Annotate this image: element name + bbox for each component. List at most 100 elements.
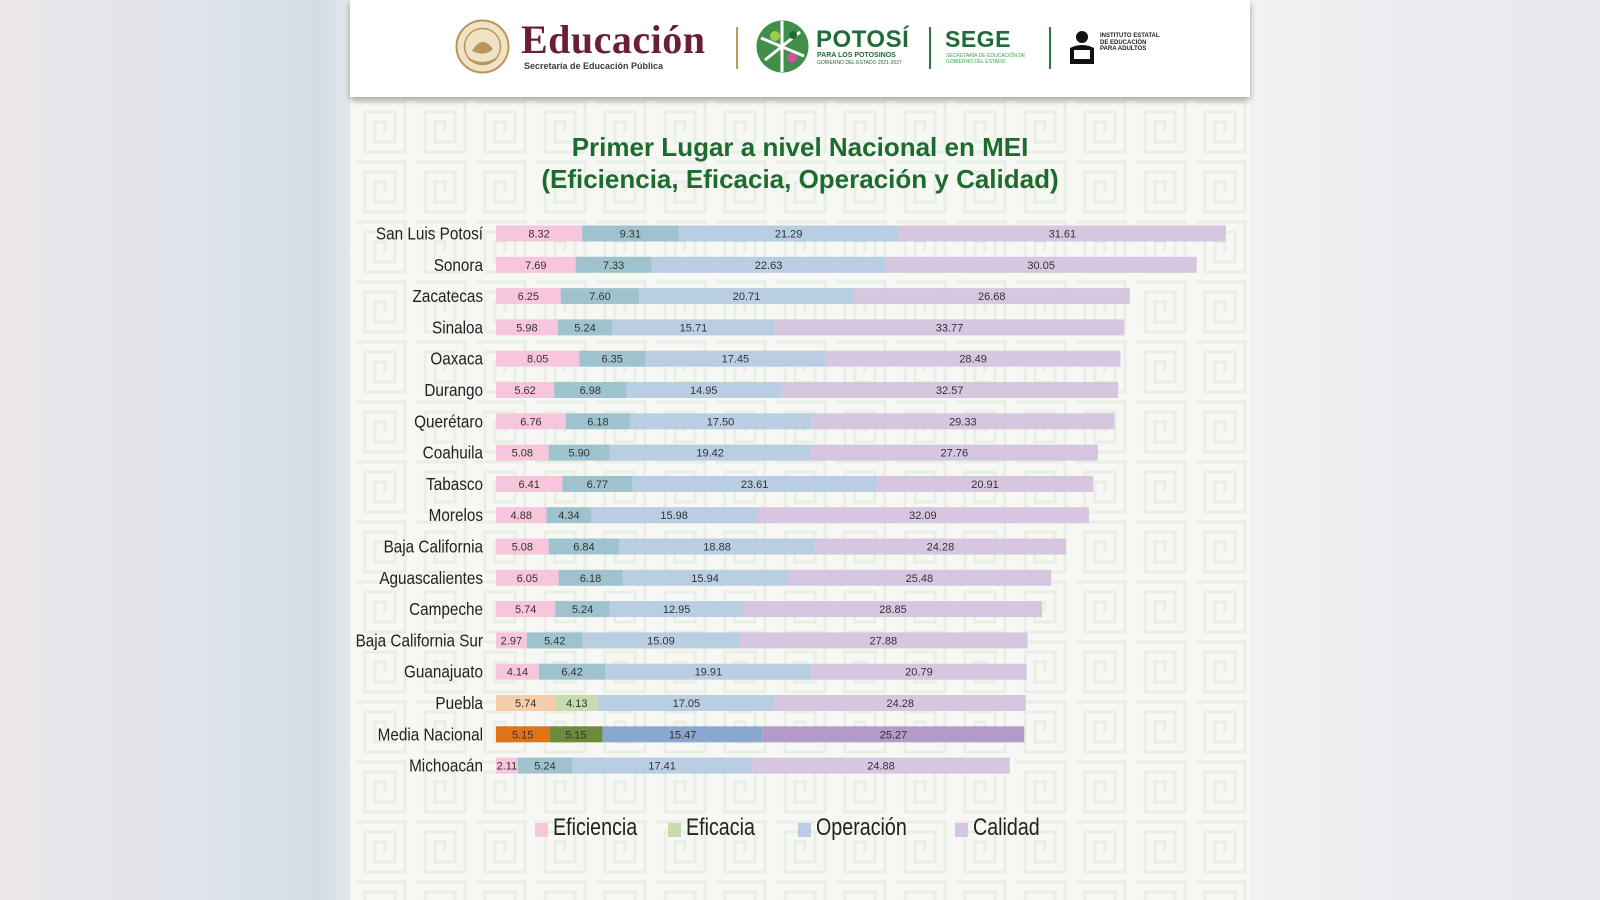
bar-media-nacional-calidad bbox=[762, 726, 1025, 743]
data-label-zacatecas-calidad: 26.68 bbox=[978, 291, 1006, 303]
data-label-queretaro-operacion: 17.50 bbox=[707, 416, 735, 428]
bar-puebla-eficiencia bbox=[496, 695, 556, 711]
bar-sinaloa-eficiencia bbox=[496, 319, 558, 336]
data-label-coahuila-calidad: 27.76 bbox=[941, 448, 969, 460]
ieea-reader-icon bbox=[1070, 31, 1094, 64]
bar-media-nacional-operacion bbox=[602, 726, 763, 743]
bar-campeche-eficiencia bbox=[496, 601, 556, 618]
potosi-subtitle-2: GOBIERNO DEL ESTADO 2021-2027 bbox=[817, 60, 902, 66]
bar-durango-eficiencia bbox=[496, 382, 555, 398]
data-label-coahuila-eficacia: 5.90 bbox=[568, 448, 589, 460]
category-label-aguascalientes: Aguascalientes bbox=[379, 568, 483, 588]
bar-sinaloa-operacion bbox=[612, 319, 775, 336]
category-label-michoacan: Michoacán bbox=[409, 755, 483, 775]
bar-queretaro-calidad bbox=[811, 413, 1115, 430]
legend-swatch bbox=[798, 823, 811, 837]
data-label-morelos-calidad: 32.09 bbox=[909, 510, 937, 522]
bar-baja-california-operacion bbox=[619, 538, 815, 555]
data-label-durango-operacion: 14.95 bbox=[690, 385, 718, 397]
data-label-aguascalientes-calidad: 25.48 bbox=[906, 573, 934, 585]
legend-swatch bbox=[535, 823, 548, 837]
data-label-aguascalientes-eficacia: 6.18 bbox=[580, 573, 601, 585]
legend-label: Eficacia bbox=[686, 814, 755, 841]
data-label-sinaloa-eficiencia: 5.98 bbox=[516, 322, 537, 334]
bar-morelos-eficacia bbox=[546, 507, 592, 524]
divider bbox=[929, 27, 931, 69]
data-label-guanajuato-operacion: 19.91 bbox=[695, 667, 723, 679]
data-label-baja-california-eficacia: 6.84 bbox=[573, 542, 594, 554]
bar-queretaro-eficiencia bbox=[496, 413, 566, 430]
bar-baja-california-sur-operacion bbox=[582, 632, 740, 649]
bar-durango-eficacia bbox=[554, 382, 627, 398]
data-label-sonora-eficacia: 7.33 bbox=[603, 260, 624, 272]
data-label-baja-california-eficiencia: 5.08 bbox=[512, 542, 533, 554]
bar-guanajuato-calidad bbox=[811, 663, 1027, 680]
data-label-aguascalientes-operacion: 15.94 bbox=[691, 573, 719, 585]
bar-sonora-operacion bbox=[651, 256, 886, 273]
data-label-campeche-calidad: 28.85 bbox=[879, 604, 907, 616]
data-label-baja-california-sur-operacion: 15.09 bbox=[647, 635, 675, 647]
bar-guanajuato-operacion bbox=[605, 663, 812, 680]
category-label-queretaro: Querétaro bbox=[414, 411, 483, 431]
data-label-sinaloa-calidad: 33.77 bbox=[936, 322, 964, 334]
data-label-tabasco-eficiencia: 6.41 bbox=[518, 479, 539, 491]
data-label-puebla-eficacia: 4.13 bbox=[566, 698, 587, 710]
data-label-media-nacional-eficiencia: 5.15 bbox=[512, 729, 533, 741]
category-label-sonora: Sonora bbox=[434, 255, 484, 275]
bar-tabasco-eficiencia bbox=[496, 475, 563, 492]
potosi-subtitle: PARA LOS POTOSINOS bbox=[817, 52, 896, 59]
data-label-baja-california-calidad: 24.28 bbox=[927, 542, 955, 554]
bar-sinaloa-eficacia bbox=[557, 319, 613, 336]
data-label-tabasco-operacion: 23.61 bbox=[741, 479, 769, 491]
category-label-durango: Durango bbox=[424, 380, 483, 400]
data-label-baja-california-sur-eficacia: 5.42 bbox=[544, 635, 565, 647]
bar-puebla-operacion bbox=[598, 695, 775, 711]
data-label-queretaro-eficacia: 6.18 bbox=[587, 416, 608, 428]
data-label-michoacan-operacion: 17.41 bbox=[648, 761, 676, 773]
bar-puebla-eficacia bbox=[555, 695, 599, 711]
header-bar: Educación Secretaría de Educación Públic… bbox=[350, 0, 1250, 97]
divider bbox=[736, 27, 738, 69]
data-label-zacatecas-eficiencia: 6.25 bbox=[518, 291, 539, 303]
data-label-oaxaca-calidad: 28.49 bbox=[959, 354, 987, 366]
chart-subtitle: (Eficiencia, Eficacia, Operación y Calid… bbox=[541, 164, 1059, 194]
data-label-oaxaca-eficacia: 6.35 bbox=[601, 354, 622, 366]
bar-baja-california-sur-calidad bbox=[739, 632, 1028, 649]
bar-coahuila-operacion bbox=[609, 444, 811, 461]
data-label-queretaro-calidad: 29.33 bbox=[949, 416, 977, 428]
category-label-media-nacional: Media Nacional bbox=[378, 724, 483, 744]
bar-tabasco-calidad bbox=[876, 475, 1094, 492]
data-label-san-luis-potosi-calidad: 31.61 bbox=[1049, 229, 1077, 241]
bar-sonora-eficiencia bbox=[496, 256, 576, 273]
data-label-durango-calidad: 32.57 bbox=[936, 385, 964, 397]
data-label-tabasco-eficacia: 6.77 bbox=[587, 479, 608, 491]
bar-michoacan-eficacia bbox=[517, 757, 573, 774]
bar-queretaro-eficacia bbox=[565, 413, 630, 430]
data-label-sonora-eficiencia: 7.69 bbox=[525, 260, 546, 272]
data-label-media-nacional-eficacia: 5.15 bbox=[565, 729, 586, 741]
bar-tabasco-eficacia bbox=[562, 475, 633, 492]
data-label-puebla-operacion: 17.05 bbox=[673, 698, 701, 710]
category-label-guanajuato: Guanajuato bbox=[404, 662, 483, 682]
data-label-durango-eficiencia: 5.62 bbox=[514, 385, 535, 397]
bar-coahuila-eficiencia bbox=[496, 444, 549, 461]
bar-sinaloa-calidad bbox=[774, 319, 1125, 336]
mexico-seal-icon bbox=[455, 19, 510, 74]
bar-guanajuato-eficiencia bbox=[496, 663, 539, 680]
data-label-morelos-eficacia: 4.34 bbox=[558, 510, 579, 522]
data-label-tabasco-calidad: 20.91 bbox=[971, 479, 999, 491]
data-label-sinaloa-operacion: 15.71 bbox=[680, 322, 708, 334]
data-label-campeche-operacion: 12.95 bbox=[663, 604, 691, 616]
bar-guanajuato-eficacia bbox=[538, 663, 606, 680]
data-label-sonora-calidad: 30.05 bbox=[1027, 260, 1055, 272]
legend-label: Eficiencia bbox=[553, 814, 638, 841]
bar-oaxaca-operacion bbox=[645, 350, 826, 367]
bar-sonora-calidad bbox=[885, 256, 1197, 273]
sege-logo-text: SEGE bbox=[945, 26, 1011, 52]
bar-coahuila-calidad bbox=[810, 444, 1098, 461]
infographic-card: Educación Secretaría de Educación Públic… bbox=[350, 0, 1250, 900]
data-label-queretaro-eficiencia: 6.76 bbox=[520, 416, 541, 428]
category-label-baja-california: Baja California bbox=[384, 536, 484, 556]
legend-swatch bbox=[955, 823, 968, 837]
data-label-guanajuato-eficiencia: 4.14 bbox=[507, 667, 528, 679]
